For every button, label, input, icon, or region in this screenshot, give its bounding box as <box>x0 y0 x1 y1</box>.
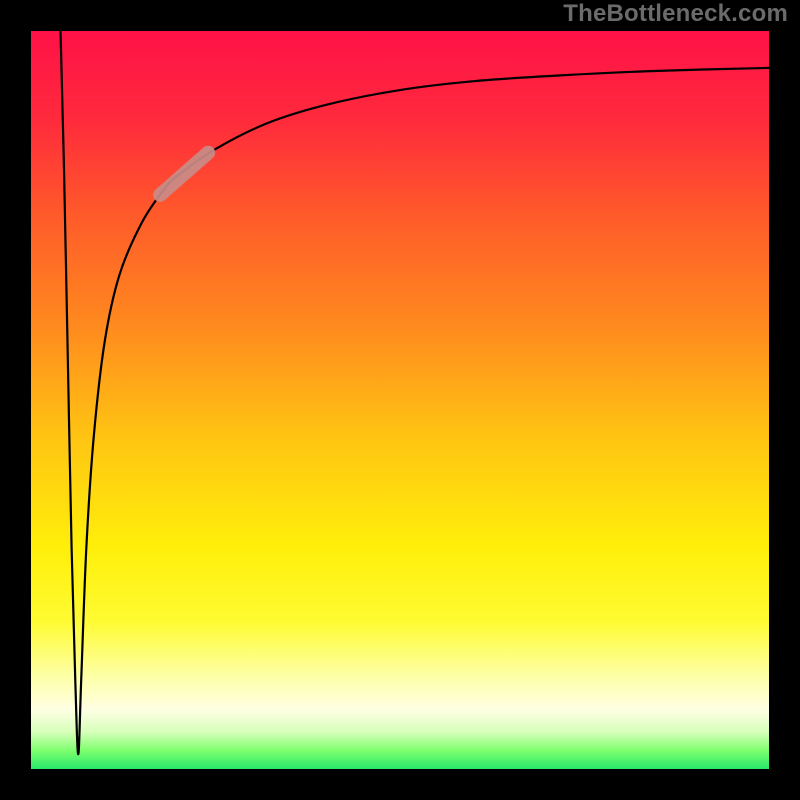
chart-svg <box>0 0 800 800</box>
plot-background <box>31 31 769 769</box>
bottleneck-chart: TheBottleneck.com <box>0 0 800 800</box>
